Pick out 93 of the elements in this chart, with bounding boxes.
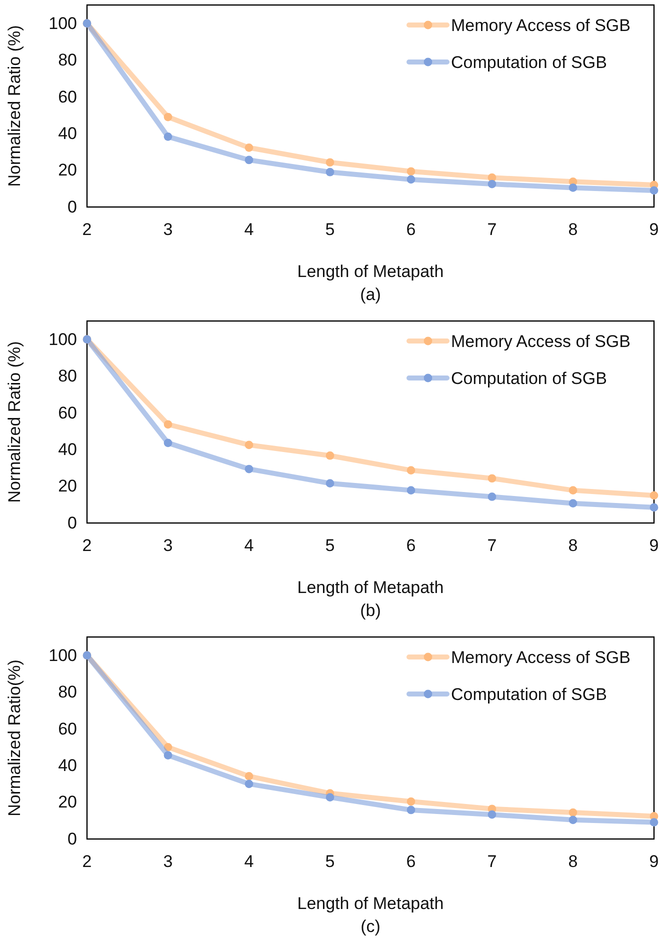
x-tick-label: 5 <box>325 852 335 872</box>
x-axis-title: Length of Metapath <box>297 894 444 913</box>
y-axis-title: Normalized Ratio (%) <box>5 25 24 187</box>
point <box>406 486 416 494</box>
x-axis-title: Length of Metapath <box>297 578 444 597</box>
x-tick-label: 7 <box>487 852 497 872</box>
legend-label: Memory Access of SGB <box>451 16 630 35</box>
point <box>244 156 254 164</box>
text: (b) <box>360 601 381 620</box>
point <box>568 486 578 494</box>
point <box>488 492 496 501</box>
y-tick-label: 40 <box>58 124 77 143</box>
point <box>164 112 172 122</box>
y-tick-label: 40 <box>58 756 77 775</box>
y-tick-label: 100 <box>48 14 77 33</box>
x-tick-label: 9 <box>649 536 659 556</box>
point <box>244 772 254 780</box>
point <box>488 180 496 188</box>
legend-label: Memory Access of SGB <box>451 648 630 667</box>
x-tick-label: 2 <box>82 536 92 556</box>
x-tick-label: 4 <box>244 536 254 556</box>
point <box>164 132 172 141</box>
point <box>650 818 658 826</box>
y-tick-label: 20 <box>58 792 77 812</box>
y-axis-title: Normalized Ratio(%) <box>5 660 24 816</box>
y-tick-label: 0 <box>68 513 77 532</box>
point <box>326 451 334 460</box>
legend-label: Computation of SGB <box>451 52 607 72</box>
point <box>164 743 172 752</box>
y-tick-label: 60 <box>58 87 77 106</box>
point <box>568 808 578 817</box>
point <box>406 797 416 806</box>
y-axis-title: Normalized Ratio (%) <box>5 341 24 503</box>
point <box>326 158 334 167</box>
legend-label: Computation of SGB <box>451 684 607 704</box>
x-tick-label: 2 <box>82 852 92 872</box>
x-tick-label: 6 <box>406 536 416 556</box>
legend-label: Computation of SGB <box>451 368 607 388</box>
point <box>244 144 254 152</box>
point <box>650 491 658 500</box>
y-tick-label: 40 <box>58 440 77 459</box>
point <box>650 186 658 195</box>
x-tick-label: 8 <box>568 536 578 556</box>
point <box>244 440 254 450</box>
x-tick-label: 7 <box>487 536 497 556</box>
y-tick-label: 60 <box>58 719 77 738</box>
y-tick-label: 80 <box>58 366 77 386</box>
point <box>406 806 416 814</box>
point <box>568 499 578 508</box>
x-tick-label: 5 <box>325 536 335 556</box>
point <box>488 810 496 819</box>
point <box>650 503 658 512</box>
x-tick-label: 5 <box>325 220 335 240</box>
point <box>406 167 416 176</box>
point <box>488 474 496 483</box>
point <box>568 816 578 824</box>
x-axis-title: Length of Metapath <box>297 262 444 281</box>
x-tick-label: 9 <box>649 220 659 240</box>
x-tick-label: 3 <box>163 220 173 240</box>
point <box>164 751 172 760</box>
x-tick-label: 4 <box>244 852 254 872</box>
point <box>568 184 578 192</box>
point <box>164 438 172 448</box>
point <box>164 420 172 429</box>
point <box>326 168 334 176</box>
x-tick-label: 2 <box>82 220 92 240</box>
text: (c) <box>360 917 380 936</box>
x-tick-label: 8 <box>568 852 578 872</box>
y-tick-label: 100 <box>48 330 77 349</box>
y-tick-label: 0 <box>68 829 77 848</box>
x-tick-label: 9 <box>649 852 659 872</box>
x-tick-label: 3 <box>163 536 173 556</box>
x-tick-label: 7 <box>487 220 497 240</box>
point <box>406 175 416 184</box>
y-tick-label: 20 <box>58 160 77 180</box>
point <box>326 793 334 802</box>
x-tick-label: 3 <box>163 852 173 872</box>
y-tick-label: 20 <box>58 476 77 496</box>
y-tick-label: 0 <box>68 197 77 216</box>
x-tick-label: 4 <box>244 220 254 240</box>
x-tick-label: 8 <box>568 220 578 240</box>
y-tick-label: 60 <box>58 403 77 422</box>
y-tick-label: 100 <box>48 646 77 665</box>
x-tick-label: 6 <box>406 852 416 872</box>
point <box>244 780 254 788</box>
x-tick-label: 6 <box>406 220 416 240</box>
y-tick-label: 80 <box>58 50 77 70</box>
legend-label: Memory Access of SGB <box>451 332 630 351</box>
point <box>406 466 416 474</box>
text: (a) <box>360 285 381 304</box>
point <box>326 479 334 488</box>
y-tick-label: 80 <box>58 682 77 702</box>
point <box>244 464 254 474</box>
